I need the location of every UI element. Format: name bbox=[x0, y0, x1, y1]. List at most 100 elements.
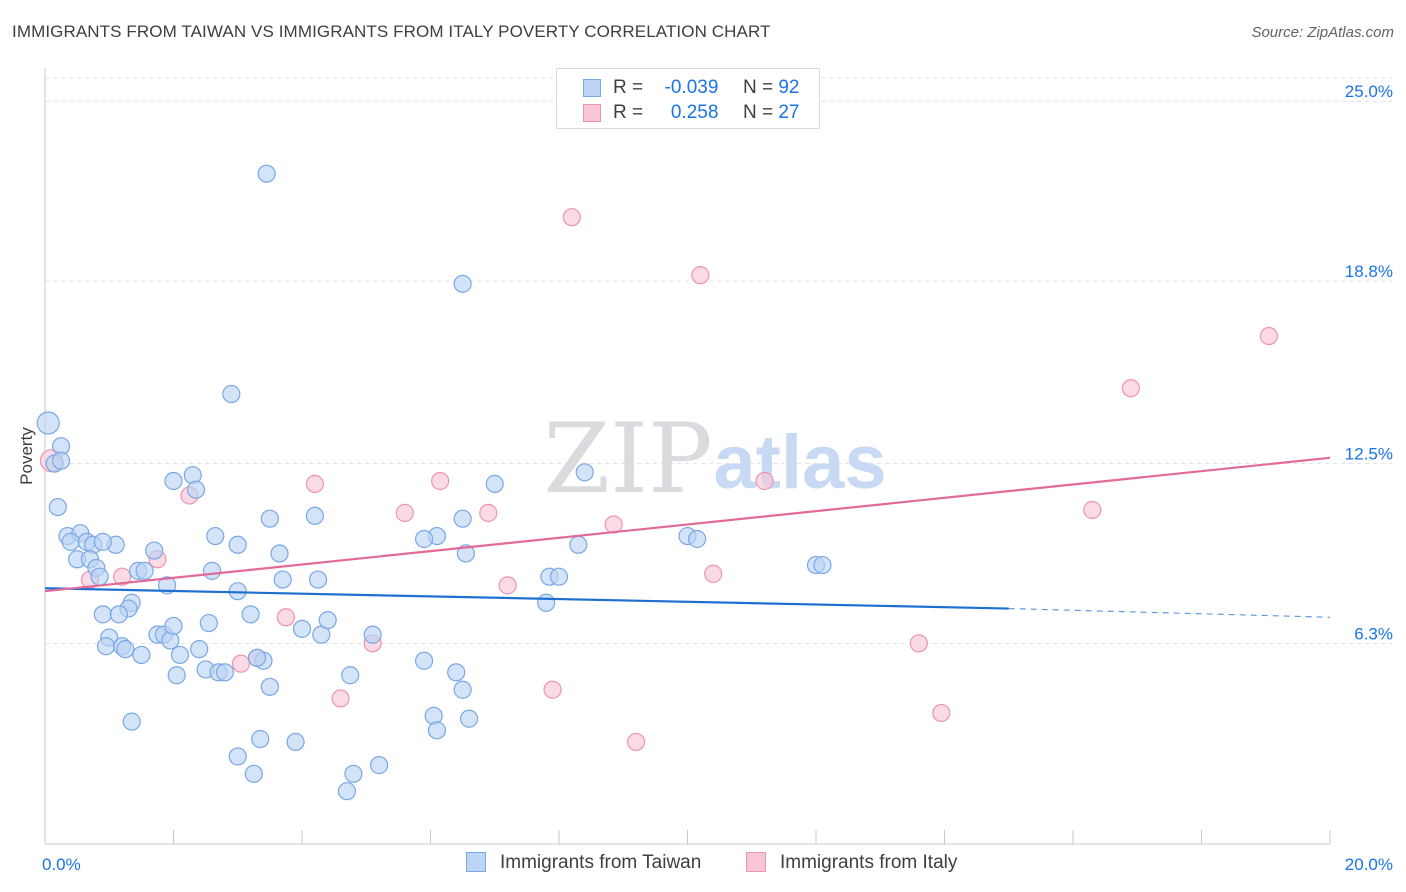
taiwan-point bbox=[109, 605, 128, 624]
italy-point bbox=[112, 567, 132, 586]
taiwan-point bbox=[370, 756, 389, 775]
taiwan-point bbox=[453, 509, 472, 528]
watermark: ZIP atlas bbox=[543, 403, 886, 515]
taiwan-trend-extension bbox=[1008, 607, 1331, 618]
taiwan-point bbox=[414, 529, 434, 549]
watermark-atlas: atlas bbox=[713, 420, 886, 505]
italy-point bbox=[331, 689, 350, 708]
grid-lines bbox=[45, 77, 1392, 644]
taiwan-point bbox=[167, 666, 186, 685]
taiwan-point bbox=[427, 721, 447, 740]
italy-point bbox=[691, 266, 710, 285]
taiwan-point bbox=[135, 561, 154, 580]
taiwan-point bbox=[537, 593, 556, 612]
italy-point bbox=[755, 471, 774, 491]
r-label: R = bbox=[613, 102, 644, 123]
r-value: 0.258 bbox=[670, 102, 719, 123]
italy-point bbox=[626, 732, 646, 752]
italy-point bbox=[562, 208, 581, 227]
taiwan-point bbox=[459, 709, 479, 728]
taiwan-point bbox=[164, 471, 183, 491]
taiwan-point bbox=[48, 497, 67, 517]
taiwan-point bbox=[257, 164, 276, 183]
source-attribution: Source: ZipAtlas.com bbox=[1251, 24, 1394, 41]
taiwan-point bbox=[305, 506, 324, 525]
taiwan-point bbox=[260, 509, 279, 528]
taiwan-point bbox=[157, 576, 177, 595]
taiwan-point bbox=[344, 764, 363, 783]
n-label: N = bbox=[742, 102, 774, 123]
italy-swatch bbox=[583, 104, 601, 122]
italy-point bbox=[305, 474, 324, 493]
watermark-zip: ZIP bbox=[543, 403, 712, 515]
taiwan-point bbox=[575, 463, 594, 482]
y-tick-label: 18.8% bbox=[1345, 262, 1393, 281]
taiwan-trend-line bbox=[44, 587, 1009, 610]
y-tick-label: 25.0% bbox=[1345, 82, 1393, 101]
taiwan-point bbox=[273, 570, 292, 589]
italy-point bbox=[1121, 379, 1140, 398]
taiwan-point bbox=[93, 532, 112, 551]
taiwan-point bbox=[337, 782, 357, 801]
italy-point bbox=[543, 680, 562, 699]
italy-point bbox=[498, 576, 517, 595]
italy-point bbox=[704, 564, 723, 583]
tick-labels: 6.3% 12.5% 18.8% 25.0% 0.0% 20.0% bbox=[42, 82, 1393, 874]
taiwan-point bbox=[206, 526, 225, 546]
taiwan-point bbox=[228, 535, 247, 554]
taiwan-point bbox=[251, 729, 270, 749]
italy-legend-label: Immigrants from Italy bbox=[780, 852, 958, 873]
correlation-legend: R = -0.039 N = 92 R = 0.258 N = 27 bbox=[556, 68, 820, 129]
taiwan-point bbox=[453, 680, 472, 699]
taiwan-point bbox=[199, 613, 218, 633]
taiwan-point bbox=[260, 677, 279, 696]
y-tick-label: 12.5% bbox=[1345, 445, 1393, 464]
r-label: R = bbox=[613, 77, 644, 98]
taiwan-point bbox=[485, 474, 504, 493]
taiwan-point bbox=[170, 645, 190, 665]
taiwan-point bbox=[93, 605, 112, 624]
taiwan-point bbox=[61, 532, 80, 551]
taiwan-point bbox=[341, 666, 360, 685]
n-value: 92 bbox=[778, 77, 800, 98]
taiwan-point bbox=[813, 555, 832, 575]
taiwan-point bbox=[36, 411, 60, 435]
italy-point bbox=[909, 634, 928, 653]
taiwan-point bbox=[228, 747, 247, 766]
italy-trend-line bbox=[44, 456, 1331, 593]
taiwan-point bbox=[241, 605, 260, 624]
taiwan-point bbox=[447, 663, 466, 682]
taiwan-legend-label: Immigrants from Taiwan bbox=[500, 852, 702, 873]
taiwan-point bbox=[202, 561, 222, 580]
italy-point bbox=[231, 654, 251, 673]
y-axis-label: Poverty bbox=[17, 427, 36, 485]
taiwan-point bbox=[308, 570, 328, 589]
taiwan-point bbox=[96, 637, 116, 656]
italy-point bbox=[395, 503, 414, 522]
taiwan-point bbox=[688, 529, 707, 549]
n-label: N = bbox=[742, 77, 774, 98]
taiwan-point bbox=[190, 640, 209, 659]
italy-point bbox=[431, 471, 450, 491]
italy-point bbox=[276, 608, 296, 627]
italy-point bbox=[1083, 500, 1102, 520]
italy-point bbox=[1259, 326, 1279, 346]
italy-point bbox=[479, 503, 498, 522]
taiwan-point bbox=[286, 732, 305, 752]
x-tick-label: 20.0% bbox=[1345, 855, 1393, 874]
taiwan-point bbox=[292, 619, 312, 638]
y-tick-label: 6.3% bbox=[1354, 624, 1393, 643]
n-value: 27 bbox=[778, 102, 800, 123]
taiwan-point bbox=[363, 625, 382, 644]
taiwan-point bbox=[569, 535, 588, 554]
taiwan-point bbox=[456, 544, 475, 563]
trend-lines bbox=[44, 456, 1331, 618]
taiwan-point bbox=[186, 480, 206, 499]
taiwan-point bbox=[247, 648, 267, 667]
taiwan-point bbox=[215, 663, 234, 682]
chart-title: IMMIGRANTS FROM TAIWAN VS IMMIGRANTS FRO… bbox=[12, 22, 771, 41]
r-value: -0.039 bbox=[664, 77, 719, 98]
taiwan-point bbox=[414, 651, 434, 670]
taiwan-point bbox=[122, 712, 141, 731]
